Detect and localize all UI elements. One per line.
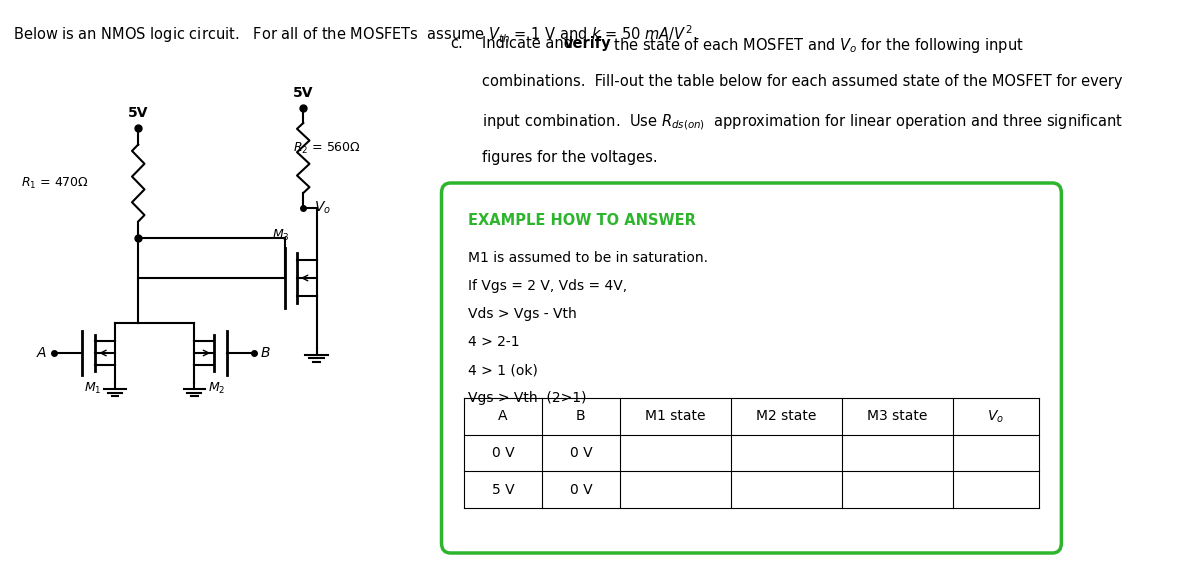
Text: input combination.  Use $R_{ds(on)}$  approximation for linear operation and thr: input combination. Use $R_{ds(on)}$ appr… <box>481 112 1123 132</box>
Text: M3 state: M3 state <box>868 409 928 423</box>
FancyBboxPatch shape <box>442 183 1061 553</box>
Text: the state of each MOSFET and $V_o$ for the following input: the state of each MOSFET and $V_o$ for t… <box>610 36 1024 55</box>
Text: EXAMPLE HOW TO ANSWER: EXAMPLE HOW TO ANSWER <box>468 213 696 228</box>
Text: 0 V: 0 V <box>570 483 593 497</box>
Text: Vds > Vgs - Vth: Vds > Vgs - Vth <box>468 307 577 321</box>
Text: $B$: $B$ <box>260 346 271 360</box>
Text: verify: verify <box>564 36 611 51</box>
Text: $V_o$: $V_o$ <box>988 408 1004 424</box>
Text: 5V: 5V <box>293 86 313 100</box>
Text: $V_o$: $V_o$ <box>314 200 331 216</box>
Text: 4 > 2-1: 4 > 2-1 <box>468 335 520 349</box>
Text: figures for the voltages.: figures for the voltages. <box>481 150 658 165</box>
Text: M1 state: M1 state <box>646 409 706 423</box>
Text: Indicate and: Indicate and <box>481 36 577 51</box>
Text: Below is an NMOS logic circuit.   For all of the MOSFETs  assume $V_{th}$ = 1 V : Below is an NMOS logic circuit. For all … <box>13 23 697 45</box>
Text: B: B <box>576 409 586 423</box>
Text: c.: c. <box>450 36 463 51</box>
Text: 0 V: 0 V <box>492 446 514 460</box>
Text: A: A <box>498 409 508 423</box>
Text: $M_2$: $M_2$ <box>208 381 226 396</box>
Text: 4 > 1 (ok): 4 > 1 (ok) <box>468 363 538 377</box>
Text: M2 state: M2 state <box>756 409 816 423</box>
Text: 0 V: 0 V <box>570 446 593 460</box>
Text: Vgs > Vth  (2>1): Vgs > Vth (2>1) <box>468 391 587 405</box>
Text: If Vgs = 2 V, Vds = 4V,: If Vgs = 2 V, Vds = 4V, <box>468 279 628 293</box>
Text: $M_1$: $M_1$ <box>84 381 102 396</box>
Text: $R_2$ = 560Ω: $R_2$ = 560Ω <box>293 140 360 155</box>
Text: $M_3$: $M_3$ <box>272 228 289 243</box>
Text: $R_1$ = 470Ω: $R_1$ = 470Ω <box>22 176 89 191</box>
Text: combinations.  Fill-out the table below for each assumed state of the MOSFET for: combinations. Fill-out the table below f… <box>481 74 1122 89</box>
Text: $A$: $A$ <box>36 346 47 360</box>
Text: 5V: 5V <box>128 106 149 120</box>
Text: M1 is assumed to be in saturation.: M1 is assumed to be in saturation. <box>468 251 708 265</box>
Text: 5 V: 5 V <box>492 483 514 497</box>
